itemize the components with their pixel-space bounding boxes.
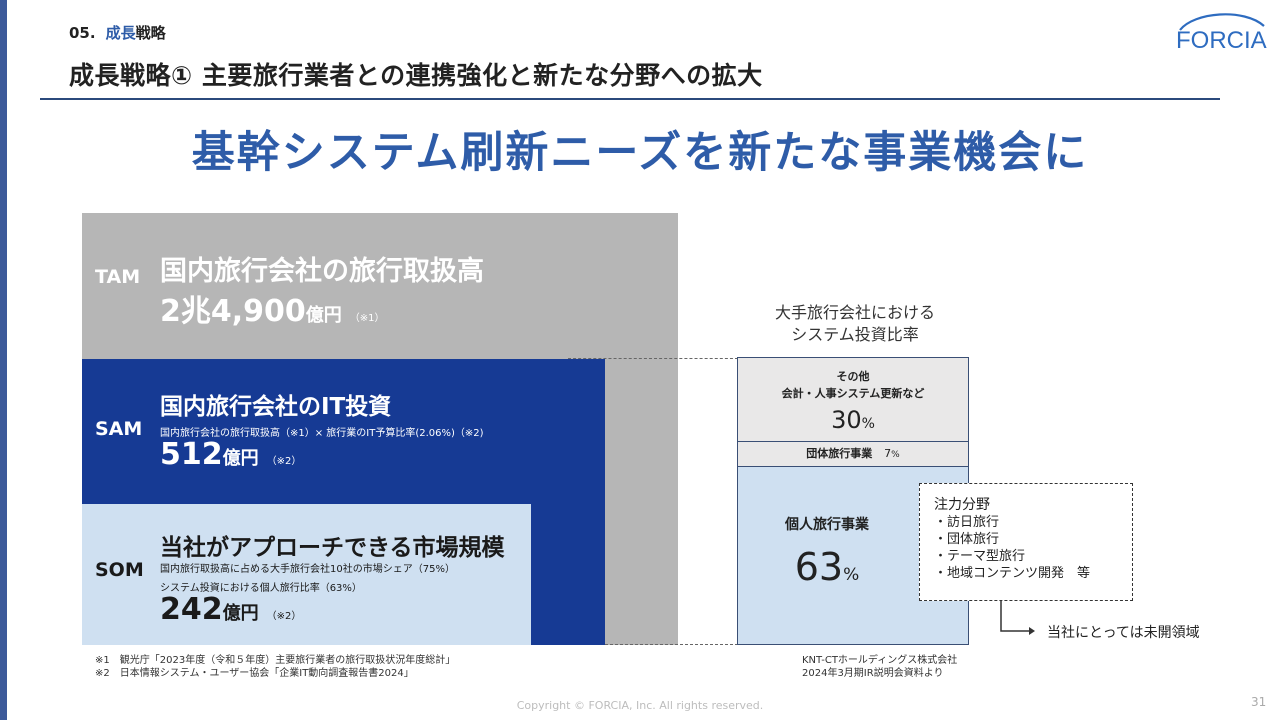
sam-amount: 512 (160, 437, 223, 472)
som-title: 当社がアプローチできる市場規模 (160, 535, 505, 561)
sam-title: 国内旅行会社のIT投資 (160, 394, 392, 420)
section-name: 戦略 (135, 24, 166, 42)
som-block (82, 504, 531, 645)
tam-note: （※1） (349, 313, 385, 324)
copyright: Copyright © FORCIA, Inc. All rights rese… (516, 699, 764, 712)
som-note: （※2） (266, 611, 302, 622)
som-formula-line2: システム投資における個人旅行比率（63%） (160, 583, 362, 594)
page-number: 31 (1251, 695, 1267, 709)
focus-item: ・団体旅行 (934, 532, 1000, 547)
segment-other-percent: 30% (738, 406, 968, 434)
section-highlight: 成長 (105, 24, 136, 42)
segment-individual-value: 63 (794, 545, 844, 589)
segment-individual-content: 個人旅行事業 63% (737, 515, 917, 589)
sam-note: （※2） (266, 456, 302, 467)
slide-title: 成長戦略① 主要旅行業者との連携強化と新たな分野への拡大 (69, 61, 763, 90)
logo-text: FORCIA (1176, 27, 1267, 54)
segment-individual-unit: % (843, 565, 860, 585)
source-line-1: KNT-CTホールディングス株式会社 (802, 655, 958, 666)
focus-item: ・テーマ型旅行 (934, 549, 1026, 564)
focus-areas-box: 注力分野 ・訪日旅行 ・団体旅行 ・テーマ型旅行 ・地域コンテンツ開発 等 (919, 483, 1133, 601)
section-number: 05. (69, 24, 96, 42)
sam-unit: 億円 (222, 448, 259, 469)
tam-label: TAM (95, 266, 141, 288)
connector-top-dashed (568, 358, 738, 359)
untapped-area-label: 当社にとっては未開領域 (1047, 625, 1200, 641)
ratio-title-line2: システム投資比率 (791, 325, 919, 344)
sam-formula: 国内旅行会社の旅行取扱高（※1）× 旅行業のIT予算比率(2.06%)（※2) (160, 428, 484, 439)
segment-individual-label: 個人旅行事業 (785, 517, 869, 533)
segment-group-value: 7 (884, 447, 892, 460)
arrow-icon (995, 601, 1043, 637)
forcia-logo: FORCIA (1174, 10, 1268, 54)
segment-individual-percent: 63% (737, 545, 917, 589)
segment-other-value: 30 (831, 406, 862, 434)
segment-other-label1: その他 (836, 370, 870, 383)
segment-other-unit: % (861, 416, 875, 432)
ratio-title-line1: 大手旅行会社における (774, 303, 935, 322)
connector-bottom-dashed (605, 644, 738, 645)
tam-unit: 億円 (305, 305, 342, 326)
tam-amount-line: 2兆4,900億円 （※1） (160, 286, 385, 330)
section-label: 05. 成長戦略 (69, 22, 166, 43)
segment-group-line: 団体旅行事業 7% (738, 445, 968, 464)
sam-label: SAM (95, 418, 143, 440)
left-accent-bar (0, 0, 7, 720)
segment-group-unit: % (891, 450, 900, 460)
segment-other-label2: 会計・人事システム更新など (781, 387, 925, 400)
tam-amount: 2兆4,900 (160, 294, 306, 329)
title-divider (40, 98, 1220, 100)
segment-other: その他 会計・人事システム更新など 30% (737, 357, 969, 442)
footnote-2: ※2 日本情報システム・ユーザー協会「企業IT動向調査報告書2024」 (95, 668, 414, 679)
focus-title: 注力分野 (934, 497, 990, 513)
som-unit: 億円 (222, 603, 259, 624)
segment-group-label: 団体旅行事業 (806, 447, 873, 460)
som-amount: 242 (160, 592, 223, 627)
ratio-chart-title: 大手旅行会社における システム投資比率 (740, 302, 970, 346)
focus-item: ・訪日旅行 (934, 515, 1000, 530)
footnote-1: ※1 観光庁「2023年度（令和５年度）主要旅行業者の旅行取扱状況年度総計」 (95, 655, 456, 666)
sam-amount-line: 512億円 （※2） (160, 437, 301, 472)
tam-title: 国内旅行会社の旅行取扱高 (160, 256, 484, 287)
som-label: SOM (95, 559, 144, 581)
source-line-2: 2024年3月期IR説明会資料より (802, 668, 944, 679)
som-amount-line: 242億円 （※2） (160, 592, 301, 627)
som-formula-line1: 国内旅行取扱高に占める大手旅行会社10社の市場シェア（75%） (160, 564, 455, 575)
segment-group: 団体旅行事業 7% (737, 441, 969, 467)
headline: 基幹システム刷新ニーズを新たな事業機会に (191, 128, 1089, 178)
focus-item: ・地域コンテンツ開発 等 (934, 566, 1091, 581)
